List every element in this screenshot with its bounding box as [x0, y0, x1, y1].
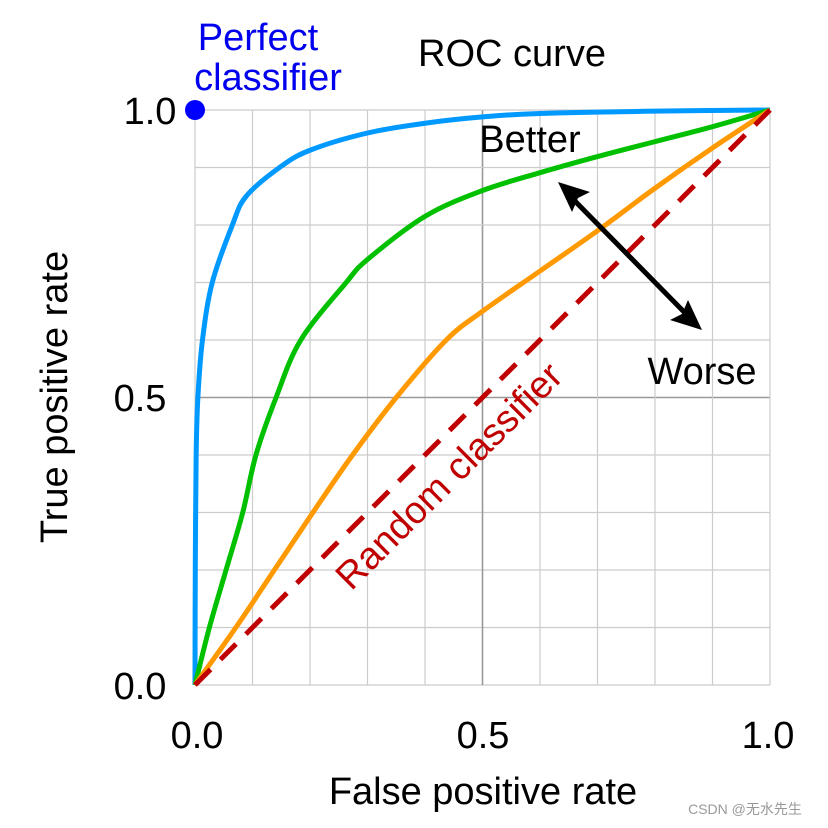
x-tick-label: 0.0	[171, 715, 224, 757]
y-tick-label: 0.0	[114, 666, 167, 708]
random-classifier-line	[193, 108, 772, 687]
arrow-shaft	[566, 192, 692, 320]
x-axis-label: False positive rate	[329, 771, 637, 813]
worse-label: Worse	[647, 351, 756, 393]
perfect-classifier-point	[185, 100, 205, 120]
arrow-head-up-icon	[558, 182, 590, 212]
chart-title: ROC curve	[418, 33, 606, 75]
y-tick-label: 0.5	[114, 378, 167, 420]
x-tick-label: 0.5	[457, 715, 510, 757]
y-axis-label: True positive rate	[34, 251, 76, 543]
random-classifier-label: Random classifier	[328, 355, 571, 598]
roc-curve-green	[192, 107, 771, 686]
watermark: CSDN @无水先生	[688, 801, 802, 817]
series-lines	[192, 107, 772, 687]
y-tick-label: 1.0	[124, 91, 177, 133]
arrow-head-down-icon	[670, 300, 702, 330]
roc-curve-blue	[192, 107, 771, 686]
better-label: Better	[479, 119, 581, 161]
roc-curve-orange	[192, 107, 772, 687]
better-worse-arrow	[558, 182, 702, 330]
x-tick-label: 1.0	[742, 715, 795, 757]
perfect-label-line1: Perfect	[198, 17, 319, 59]
perfect-label-line2: classifier	[194, 57, 342, 99]
